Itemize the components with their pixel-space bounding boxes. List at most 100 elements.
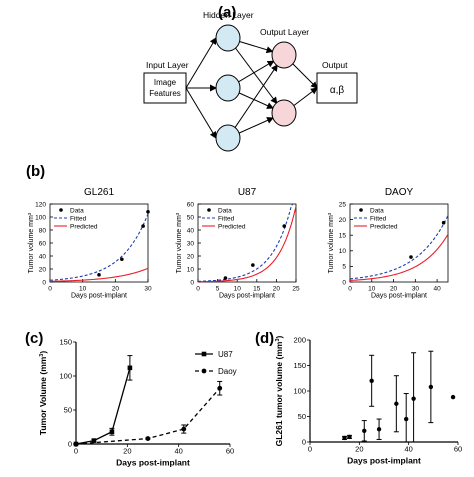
hidden-node [215, 74, 241, 102]
chart-gl261-tumor-volume: 0 20 40 60 0 50 100 150 200 Days post-implant GL26… [274, 335, 462, 465]
y-tick-label: 0 [68, 440, 72, 449]
x-tick-label: 60 [226, 447, 234, 456]
output-node [271, 99, 297, 127]
legend-marker-square [201, 351, 207, 357]
legend-data-label: Data [218, 208, 232, 215]
y-tick-label: 0 [302, 438, 306, 447]
panel-d-label: (d) [255, 330, 274, 347]
y-tick-label: 100 [293, 387, 306, 396]
network-nodes [215, 24, 297, 152]
x-tick-label: 40 [433, 286, 441, 293]
x-axis-label: Days post-implant [219, 293, 275, 300]
hidden-to-output-connection [238, 92, 274, 109]
legend-fitted-label: Fitted [70, 216, 87, 223]
y-axis-label-end: ) [38, 351, 48, 354]
input-to-hidden-connection [185, 87, 217, 139]
y-axis-label-sup: 3 [175, 212, 180, 215]
x-tick-label: 0 [48, 286, 52, 293]
legend-data-label: Data [370, 208, 384, 215]
data-point [411, 396, 416, 401]
y-tick-label: 100 [35, 214, 46, 221]
y-tick-label: 0 [42, 279, 46, 286]
y-tick-label: 20 [339, 217, 347, 224]
x-tick-label: 40 [404, 445, 412, 454]
data-point [120, 257, 124, 262]
hidden-to-output-connection [238, 117, 274, 134]
data-marker-square [91, 438, 97, 443]
x-tick-label: 30 [144, 286, 152, 293]
input-box-line2: Features [149, 89, 181, 98]
data-marker-circle [145, 436, 151, 441]
legend-label: U87 [218, 350, 233, 359]
data-point [369, 378, 374, 383]
y-tick-label: 50 [187, 214, 195, 221]
output-to-result-connection [292, 63, 318, 89]
y-axis-label-text: Tumor Volume (mm [38, 356, 48, 435]
y-tick-label: 20 [39, 266, 47, 273]
chart-tumor-volume: 0 20 40 60 0 50 100 150 Days post-implant Tumor V… [38, 338, 237, 468]
y-axis-label-text: Tumor volume mm [176, 215, 183, 273]
x-tick-label: 20 [123, 447, 131, 456]
y-tick-label: 15 [339, 232, 347, 239]
hidden-to-output-connection [234, 47, 278, 105]
output-box-text: α,β [330, 85, 345, 96]
predicted-curve [49, 267, 149, 282]
chart-title: U87 [238, 187, 257, 198]
chart-title: GL261 [84, 187, 114, 198]
y-tick-label: 200 [293, 336, 306, 345]
legend-data-marker [359, 208, 363, 212]
output-box [316, 72, 358, 104]
data-point [441, 220, 446, 225]
x-tick-label: 30 [412, 286, 420, 293]
data-point [347, 434, 352, 440]
x-tick-label: 20 [390, 286, 398, 293]
data-point [428, 384, 434, 390]
x-axis-label: Days post-implant [371, 293, 427, 300]
y-axis-label-sup: 3 [275, 338, 281, 341]
y-axis-label: Tumor volume mm3 [27, 212, 36, 273]
x-tick-label: 0 [196, 286, 200, 293]
y-tick-label: 0 [190, 279, 194, 286]
y-tick-label: 40 [39, 253, 47, 260]
predicted-curve [349, 234, 449, 281]
predicted-curve [197, 206, 297, 283]
x-tick-label: 0 [308, 445, 312, 454]
hidden-to-output-connection [234, 64, 278, 129]
legend-predicted-label: Predicted [70, 224, 98, 231]
network-connections [185, 37, 318, 139]
x-axis-label: Days post-implant [116, 458, 190, 468]
y-tick-label: 20 [187, 253, 195, 260]
y-axis-label-end: ) [274, 335, 284, 338]
y-tick-label: 0 [342, 279, 346, 286]
data-point [97, 273, 101, 277]
x-tick-label: 10 [368, 286, 376, 293]
y-tick-label: 50 [64, 406, 72, 415]
x-tick-label: 60 [454, 445, 462, 454]
y-tick-label: 150 [59, 338, 72, 347]
legend-data-marker [59, 208, 63, 212]
hidden-to-output-connection [238, 60, 275, 83]
y-axis-label-text: Tumor volume mm [28, 215, 35, 273]
data-marker-square [109, 429, 115, 435]
data-point [450, 394, 456, 400]
panel-a-network-diagram: (a) Hidden Layer Output Layer Input Laye… [143, 4, 358, 152]
y-axis-label-text: GL261 tumor volume (mm [274, 341, 284, 446]
output-node [271, 41, 297, 69]
output-label: Output [322, 60, 348, 70]
input-layer-label: Input Layer [146, 60, 189, 70]
y-tick-label: 100 [59, 372, 72, 381]
output-layer-label: Output Layer [260, 27, 309, 37]
hidden-node [215, 24, 241, 52]
legend-label: Daoy [218, 367, 237, 376]
y-tick-label: 10 [187, 266, 195, 273]
y-axis-label: Tumor volume mm3 [327, 212, 336, 273]
data-point [394, 401, 399, 406]
y-axis-label: Tumor volume mm3 [175, 212, 184, 273]
data-marker-circle [181, 426, 187, 432]
y-tick-label: 5 [342, 264, 346, 271]
chart-title: DAOY [385, 187, 414, 198]
legend-predicted-label: Predicted [218, 224, 246, 231]
data-point [376, 427, 382, 432]
input-to-hidden-connection [185, 37, 217, 89]
